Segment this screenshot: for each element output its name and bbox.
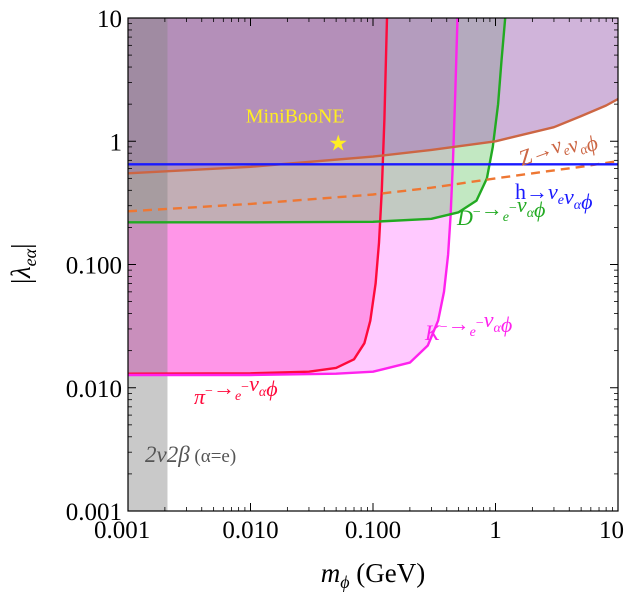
curve-label-0: π−→e−ναϕ: [194, 371, 278, 409]
x-tick-label: 1: [489, 517, 502, 544]
y-tick-label: 0.010: [66, 376, 122, 403]
x-tick-label: 0.100: [345, 517, 401, 544]
curve-label-5: h→νeναϕ: [515, 179, 593, 214]
y-tick-label: 10: [97, 6, 122, 33]
miniboone-star-icon: ★: [328, 131, 348, 156]
x-axis-title: mϕ (GeV): [321, 558, 426, 592]
axis-ticks: [127, 17, 619, 512]
exclusion-curves: [128, 18, 618, 377]
x-tick-label: 0.001: [94, 517, 150, 544]
curve-label-1: K−→e−ναϕ: [424, 307, 512, 345]
curve-label-2: D−→e−ναϕ: [456, 192, 545, 230]
curve-4: [128, 159, 618, 213]
y-tick-label: 0.100: [66, 253, 122, 280]
axis-labels: 0.001 0.010 0.100 1 10 0.001 0.010 0.100 1 10 mϕ (…: [6, 6, 624, 592]
y-tick-label: 1: [110, 129, 123, 156]
miniboone-label: MiniBooNE: [246, 105, 345, 127]
x-tick-label: 0.010: [222, 517, 278, 544]
x-tick-label: 10: [599, 517, 624, 544]
curve-1: [128, 18, 459, 377]
y-axis-title: |λeα|: [6, 244, 40, 286]
y-tick-label: 0.001: [66, 499, 122, 526]
double-beta-label: 2ν2β (α=e): [145, 442, 236, 467]
curve-2: [128, 18, 507, 224]
curve-0: [128, 18, 389, 375]
